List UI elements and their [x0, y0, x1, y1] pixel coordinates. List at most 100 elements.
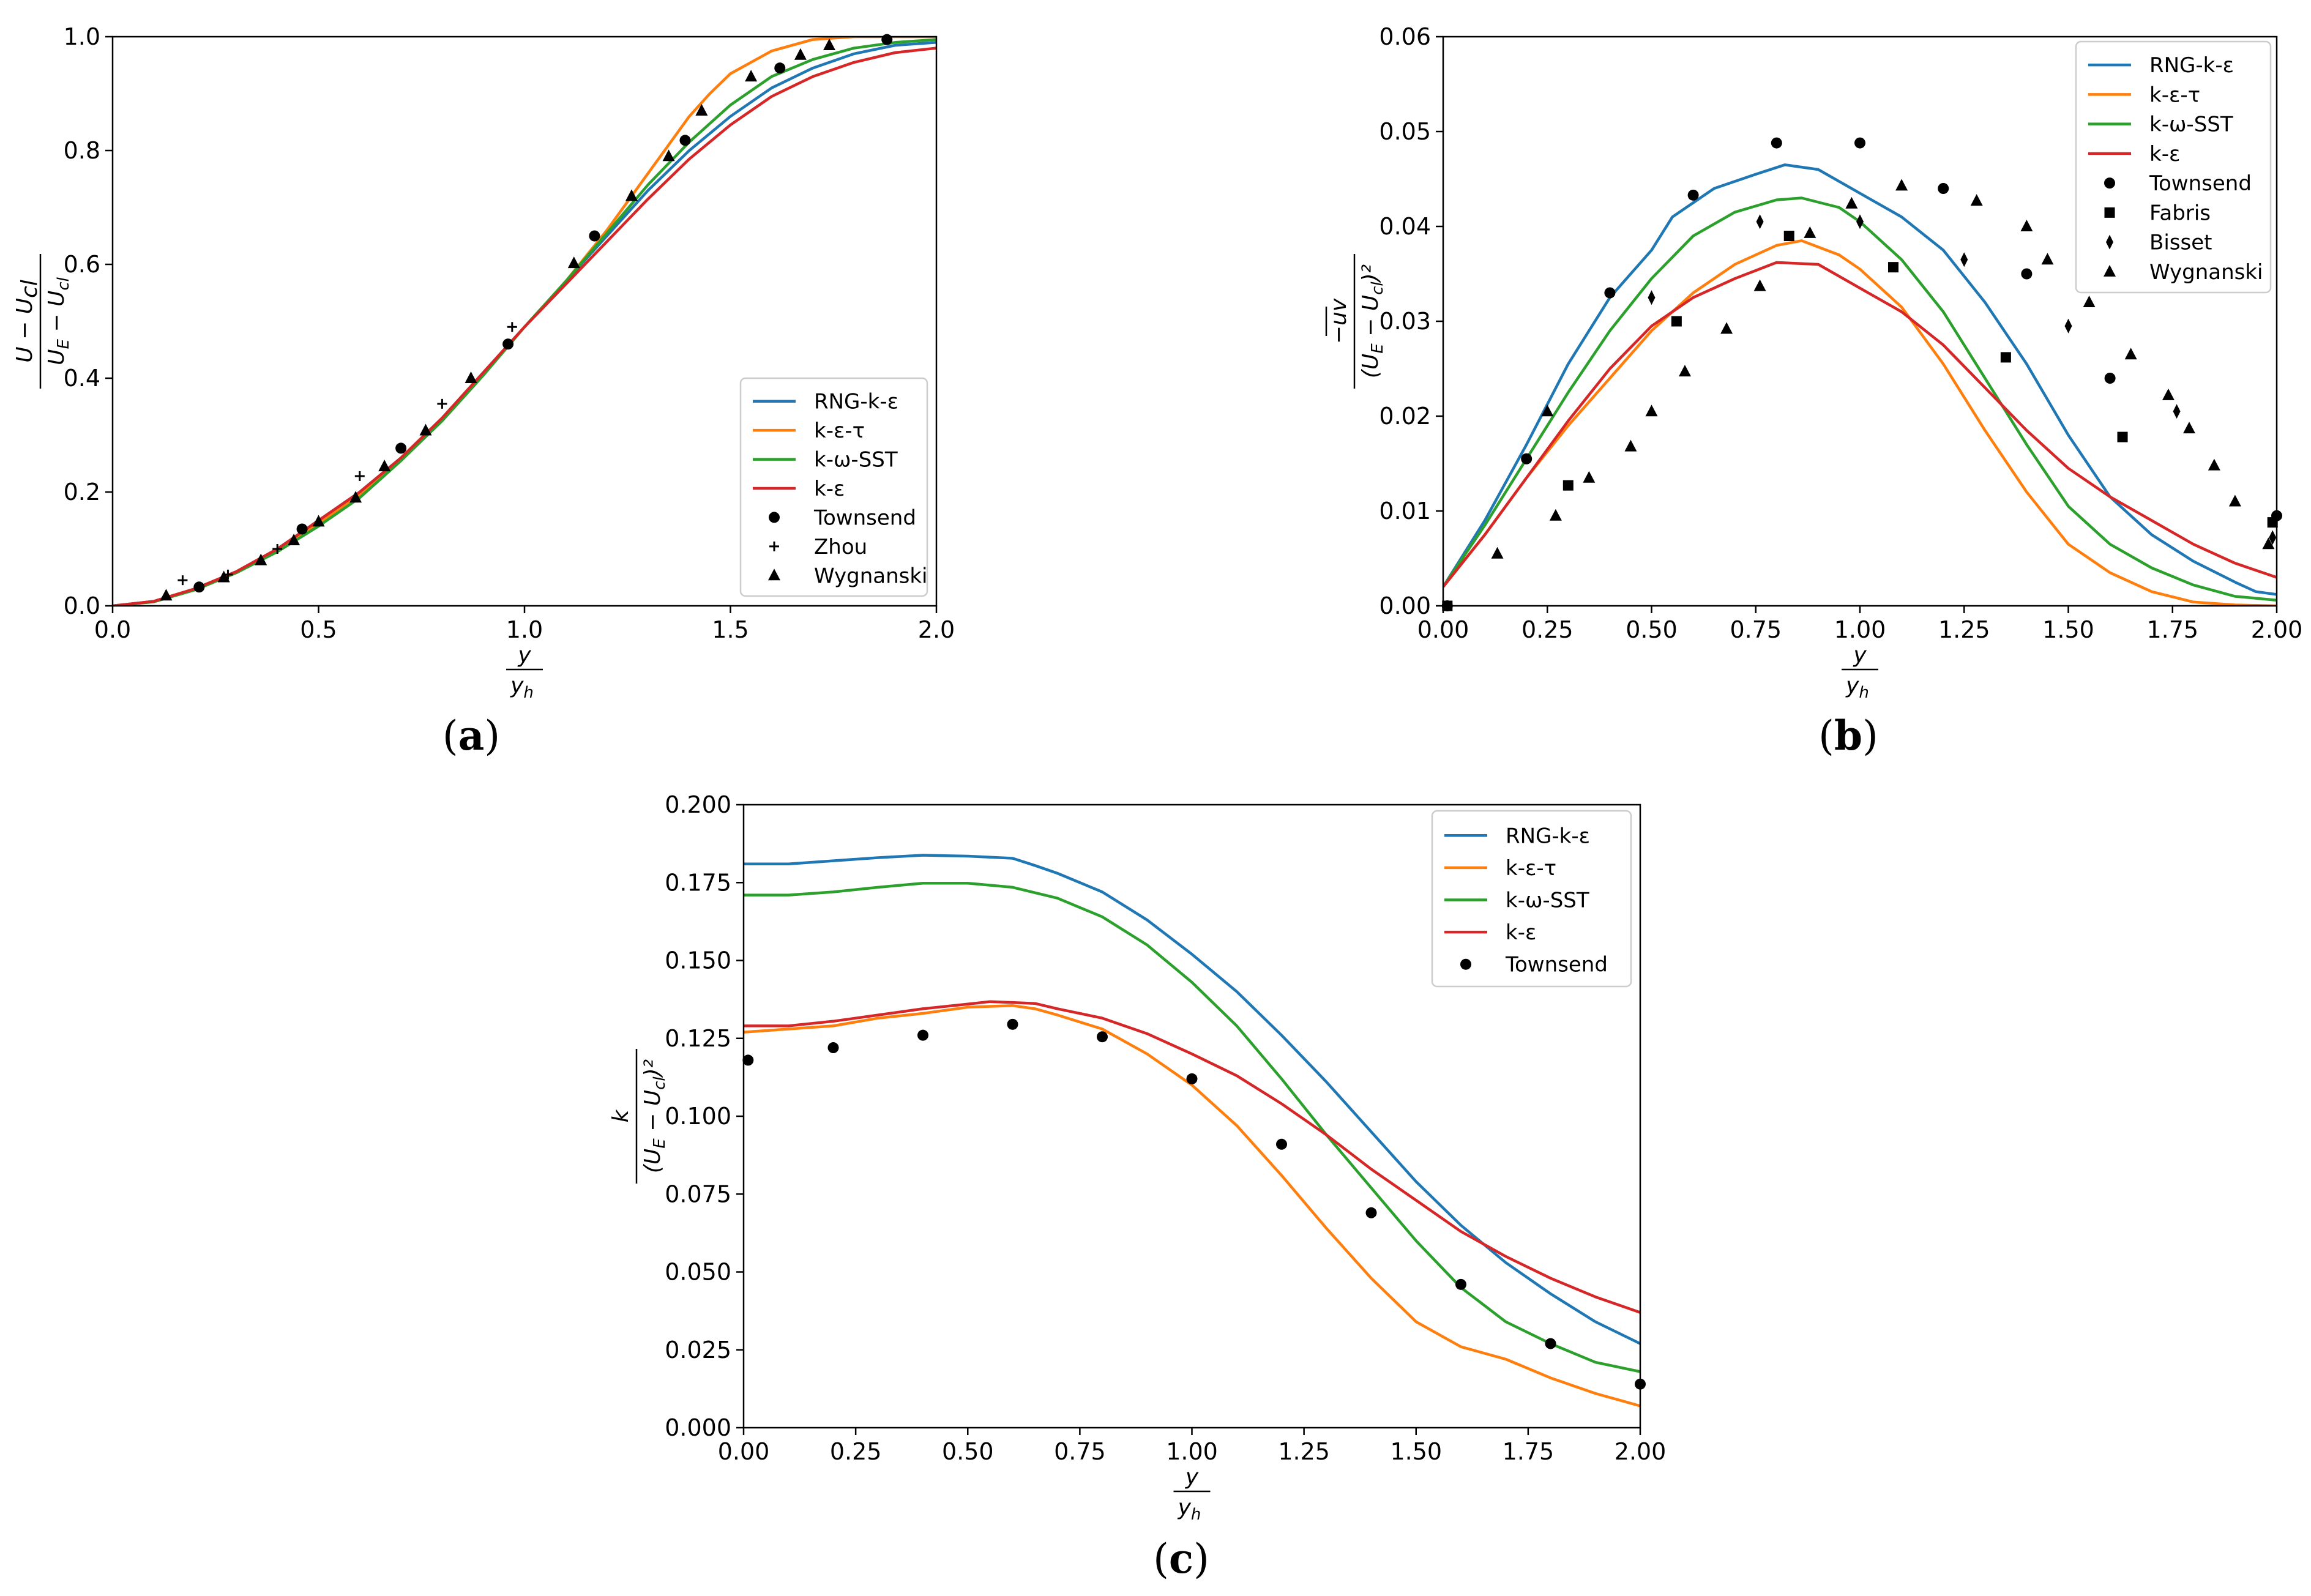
y-tick-label: 0.2: [64, 479, 100, 505]
data-point-Wygnanski: [1753, 279, 1766, 291]
data-point-Wygnanski: [1645, 405, 1658, 417]
y-tick-label: 0.175: [665, 869, 731, 896]
legend-label-Wygnanski: Wygnanski: [2149, 260, 2263, 285]
data-point-Wygnanski: [2262, 537, 2275, 550]
legend-box: [739, 377, 928, 597]
y-axis-label: k (UE − Ucl)²: [608, 1049, 669, 1184]
legend-label-k-ω-SST: k-ω-SST: [1506, 889, 1589, 913]
data-point-Wygnanski: [695, 103, 708, 116]
x-tick-label: 1.50: [2042, 616, 2094, 643]
legend-label-Townsend: Townsend: [2149, 171, 2252, 196]
x-tick-label: 2.00: [1615, 1438, 1667, 1465]
x-label-denominator: yh: [1178, 1495, 1201, 1524]
legend-label-Townsend: Townsend: [1505, 953, 1608, 977]
x-label-numerator: y: [517, 643, 531, 668]
data-point-Wygnanski: [255, 553, 267, 565]
x-tick-label: 0.5: [300, 616, 337, 643]
x-tick-label: 1.75: [2146, 616, 2198, 643]
x-tick-label: 0.75: [1054, 1438, 1106, 1465]
data-point-Zhou: [177, 575, 188, 586]
legend-label-Fabris: Fabris: [2149, 201, 2211, 225]
y-tick-label: 0.02: [1379, 403, 1431, 430]
data-point-Townsend: [1097, 1031, 1108, 1043]
x-tick-label: 1.25: [1278, 1438, 1330, 1465]
plot-area: [744, 854, 1640, 1408]
y-label-numerator: −uv: [1326, 298, 1351, 344]
y-tick-label: 0.03: [1379, 308, 1431, 335]
data-point-Fabris: [2117, 431, 2128, 442]
data-point-Wygnanski: [625, 189, 638, 201]
data-point-Wygnanski: [1549, 509, 1562, 521]
data-point-Bisset: [1756, 214, 1764, 229]
data-point-Wygnanski: [2083, 296, 2096, 307]
panel-caption: (c): [1153, 1535, 1209, 1583]
data-point-Fabris: [2267, 517, 2278, 528]
x-tick-label: 1.5: [712, 616, 749, 643]
series-line-k-ω-SST: [1443, 196, 2277, 602]
legend: RNG-k-ε k-ε-τ k-ω-SST k-ε Townsend Zhou Wygnan…: [739, 377, 928, 597]
legend-box: [2075, 40, 2272, 294]
y-label-den-part: − U: [1358, 295, 1383, 343]
x-label-den-sub: h: [1859, 684, 1869, 702]
data-point-Townsend: [1687, 189, 1699, 201]
plot-area: [1443, 163, 2277, 606]
data-point-Townsend: [2104, 373, 2116, 384]
legend-label-Zhou: Zhou: [814, 535, 867, 559]
data-point-Townsend: [1455, 1278, 1466, 1290]
data-point-Wygnanski: [794, 48, 807, 60]
x-tick-label: 0.50: [942, 1438, 994, 1465]
data-point-Townsend: [1938, 183, 1949, 194]
y-label-numerator: k: [608, 1108, 633, 1122]
data-point-Wygnanski: [1720, 322, 1733, 334]
data-point-Wygnanski: [1583, 471, 1596, 483]
legend-label-k-ε-τ: k-ε-τ: [2149, 83, 2200, 107]
legend-marker-Wygnanski: [768, 569, 780, 581]
data-point-Fabris: [1783, 231, 1794, 241]
data-point-Townsend: [881, 34, 893, 45]
legend-marker-Wygnanski: [2104, 264, 2116, 277]
y-tick-label: 0.05: [1379, 118, 1431, 145]
legend-marker-Townsend: [769, 512, 780, 523]
legend-label-k-ε: k-ε: [1506, 920, 1536, 945]
data-point-Townsend: [917, 1029, 928, 1041]
data-point-Townsend: [1007, 1018, 1018, 1030]
y-tick-label: 0.075: [665, 1180, 731, 1207]
data-point-Fabris: [1562, 480, 1574, 491]
y-tick-label: 0.125: [665, 1025, 731, 1052]
y-label-den-part: − U: [44, 291, 69, 339]
x-tick-label: 0.00: [718, 1438, 770, 1465]
y-label-denominator: (UE − Ucl)²: [640, 1059, 669, 1173]
y-tick-label: 0.025: [665, 1337, 731, 1363]
x-label-numerator: y: [1185, 1464, 1199, 1490]
x-tick-label: 0.25: [830, 1438, 882, 1465]
x-tick-label: 2.0: [918, 616, 955, 643]
y-label-den-part: − U: [640, 1090, 665, 1138]
data-point-Wygnanski: [1624, 439, 1637, 452]
data-point-Townsend: [1186, 1073, 1198, 1084]
data-point-Townsend: [1365, 1207, 1377, 1218]
x-tick-label: 2.00: [2251, 616, 2303, 643]
y-label-den-part: (U: [1358, 354, 1383, 378]
data-point-Townsend: [774, 62, 786, 74]
x-label-den-sub: h: [523, 684, 533, 702]
series-line-k-ε-τ: [744, 1004, 1640, 1408]
y-label-den-sub: E: [54, 339, 73, 349]
axes-frame: [1442, 35, 2278, 607]
series-line-k-ε: [113, 47, 936, 606]
legend: RNG-k-ε k-ε-τ k-ω-SST k-ε Townsend Fabris Biss…: [2075, 40, 2272, 294]
y-label-numerator: U − Ucl: [12, 280, 42, 363]
data-point-Townsend: [742, 1054, 754, 1066]
data-point-Wygnanski: [823, 38, 836, 50]
data-point-Zhou: [354, 471, 365, 481]
data-point-Wygnanski: [567, 256, 580, 269]
legend-marker-Fabris: [2104, 207, 2115, 218]
y-tick-label: 0.00: [1379, 592, 1431, 619]
legend: RNG-k-ε k-ε-τ k-ω-SST k-ε Townsend: [1431, 810, 1632, 988]
series-line-k-ω-SST: [744, 882, 1640, 1373]
data-point-Wygnanski: [419, 423, 432, 436]
data-point-Townsend: [589, 230, 600, 242]
data-point-Townsend: [296, 523, 308, 535]
panel-caption-letter: b: [1834, 712, 1862, 759]
data-point-Townsend: [1521, 453, 1533, 464]
y-label-den-sub: E: [1368, 343, 1387, 354]
